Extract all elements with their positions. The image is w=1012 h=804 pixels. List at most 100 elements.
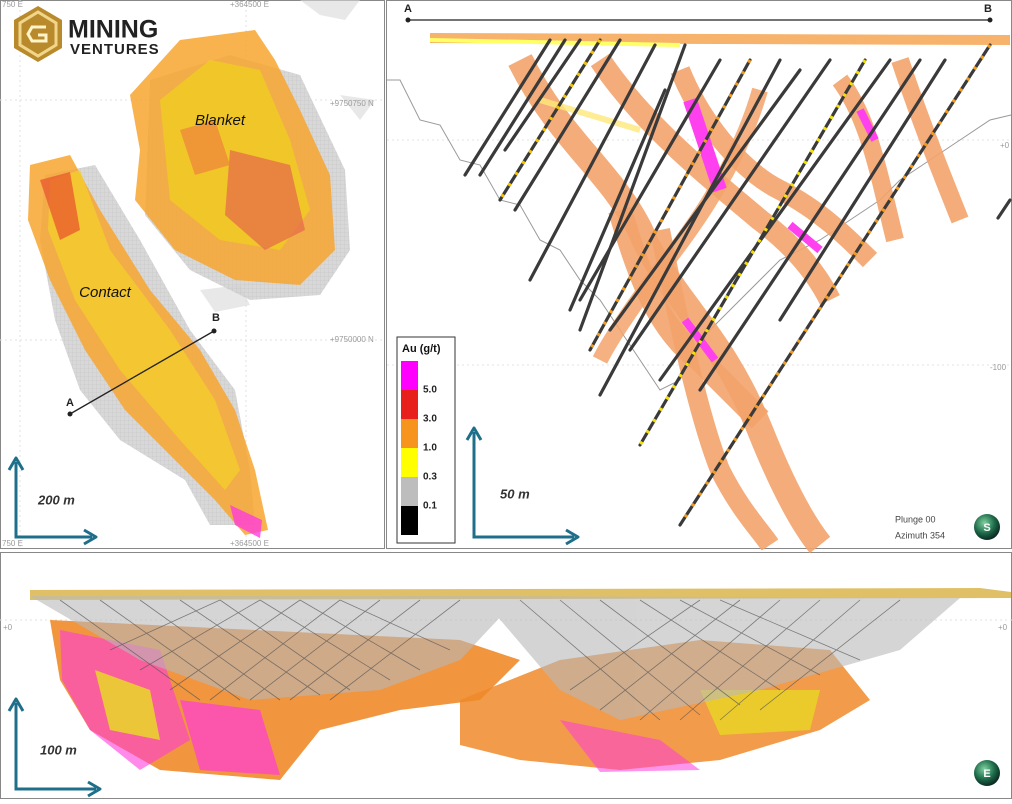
legend-label: 0.3 — [423, 472, 437, 483]
scale-arrow — [7, 456, 98, 546]
long-drill-holes — [59, 599, 901, 721]
long-orebody-part — [95, 670, 160, 740]
view-azimuth: Azimuth 354 — [895, 530, 945, 540]
drill-holes-part — [568, 88, 667, 312]
coordinate-label: +364500 E — [230, 0, 269, 9]
long-pit-shell-part — [30, 596, 520, 700]
drill-holes-part — [678, 43, 992, 527]
long-orebody-part — [180, 700, 280, 775]
elevation-label: +0 — [998, 623, 1008, 632]
scale-arrow-part — [7, 697, 102, 798]
drill-hole-assays-part — [498, 39, 602, 201]
legend-swatch — [401, 390, 418, 419]
drill-hole-assays-part — [638, 59, 867, 446]
legend-label: 0.1 — [423, 501, 437, 512]
compass-globe — [974, 760, 1000, 786]
compass-label: E — [983, 768, 990, 780]
elevation-label: -100 — [990, 363, 1007, 372]
legend-swatch — [401, 506, 418, 535]
scale-label: 200 m — [37, 492, 75, 507]
elevation-label: +0 — [3, 623, 13, 632]
drill-holes-part — [778, 58, 947, 322]
view-plunge: Plunge 00 — [895, 514, 936, 524]
compass-globe — [974, 514, 1000, 540]
section-trace-part — [211, 328, 217, 334]
grade-shells — [429, 33, 1011, 554]
plan-terrain-part — [340, 95, 375, 120]
legend-swatch — [401, 477, 418, 506]
legend-label: 1.0 — [423, 443, 437, 454]
long-drill-holes-part — [569, 599, 901, 721]
scale-arrow-part — [7, 456, 98, 546]
logo-text: VENTURES — [70, 41, 160, 58]
coordinate-label: 750 E — [2, 539, 23, 548]
drill-holes-part — [598, 58, 782, 397]
section-end-label: B — [984, 3, 992, 15]
plan-terrain-part — [300, 0, 360, 20]
plan-orebody-contact-part — [230, 505, 262, 538]
drill-holes-part — [698, 58, 922, 392]
plan-orebody-blanket-part — [180, 120, 230, 175]
drill-holes-part — [463, 38, 552, 177]
drill-holes-part — [513, 38, 622, 212]
pit-outline — [387, 79, 1012, 391]
long-drill-holes-part — [519, 599, 861, 721]
grade-shells-part — [650, 228, 779, 551]
grade-shells-part — [670, 66, 878, 268]
zone-label: Blanket — [195, 112, 246, 129]
drill-holes-part — [578, 58, 722, 302]
legend-swatch — [401, 361, 418, 390]
section-end-label: A — [404, 3, 412, 15]
logo-part — [26, 25, 48, 43]
legend: 5.0 3.0 1.0 0.3 0.1 — [401, 361, 437, 535]
grade-shells-part — [856, 108, 879, 142]
scale-label: 50 m — [500, 486, 530, 501]
plan-orebody-contact — [28, 155, 268, 538]
long-orebody-part — [560, 720, 700, 772]
grade-shells-part — [429, 33, 1011, 45]
grade-shells-part — [832, 74, 904, 243]
legend-title: Au (g/t) — [402, 343, 441, 355]
grade-shells-part — [590, 53, 840, 306]
plan-orebody-blanket-part — [225, 150, 305, 250]
long-drill-holes-part — [59, 599, 451, 701]
drill-holes-part — [628, 58, 832, 352]
scale-arrow — [465, 426, 580, 546]
legend-label: 3.0 — [423, 414, 437, 425]
zone-label: Contact — [79, 284, 132, 301]
long-pit-shell-part — [480, 596, 960, 720]
drill-holes-part — [478, 38, 567, 177]
coordinate-label: +364500 E — [230, 539, 269, 548]
plan-orebody-blanket — [130, 30, 335, 285]
drill-holes-part — [578, 43, 687, 332]
drill-holes-part — [588, 58, 752, 352]
long-pit-shell — [30, 596, 960, 720]
grade-shells-part — [787, 221, 823, 254]
scale-arrow-part — [14, 703, 96, 791]
long-drill-holes-part — [109, 599, 461, 701]
legend-label: 5.0 — [423, 385, 437, 396]
panel-frames-part — [386, 0, 1012, 549]
panel-frames-part — [0, 0, 385, 549]
grade-shells-part — [683, 97, 727, 193]
elevation-label: +0 — [1000, 141, 1010, 150]
plan-orebody-contact-part — [40, 172, 80, 240]
plan-orebody-contact-part — [48, 170, 240, 490]
compass-label: S — [983, 522, 990, 534]
drill-holes-part — [608, 68, 802, 332]
grade-shells-part — [429, 38, 681, 47]
legend-swatch — [401, 419, 418, 448]
drill-holes-part — [996, 198, 1012, 220]
scale-label: 100 m — [40, 742, 77, 757]
section-trace — [67, 328, 217, 417]
section-end-label: B — [212, 312, 220, 324]
section-end-dot — [987, 17, 993, 23]
drill-holes-part — [658, 58, 892, 382]
coordinate-label: 750 E — [2, 0, 23, 9]
section-end-dot — [405, 17, 411, 23]
section-end-label: A — [66, 397, 74, 409]
drill-hole-assays — [498, 39, 992, 526]
drill-holes-part — [503, 38, 582, 152]
scale-arrow-part — [472, 432, 574, 539]
